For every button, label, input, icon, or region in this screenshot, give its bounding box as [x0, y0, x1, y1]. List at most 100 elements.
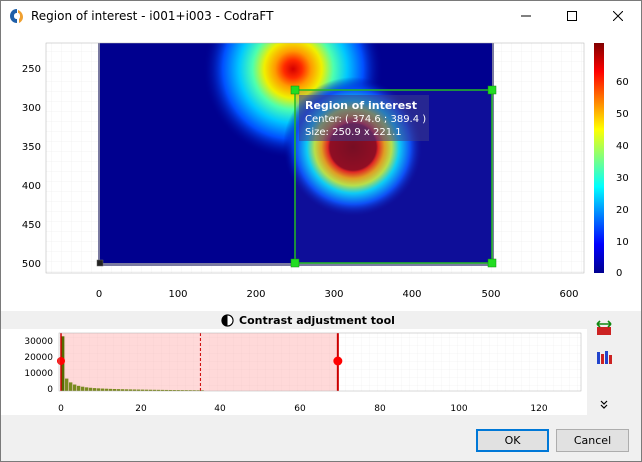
cancel-button[interactable]: Cancel [556, 429, 629, 452]
x-tick-label: 400 [402, 289, 421, 300]
histogram-bar [100, 388, 105, 391]
y-tick-label: 500 [22, 259, 41, 270]
minimize-button[interactable] [503, 1, 549, 31]
roi-handle-top-right[interactable] [487, 85, 497, 95]
roi-handle-top-left[interactable] [290, 85, 300, 95]
colorbar-axis: 0 10 20 30 40 50 60 [616, 77, 629, 279]
histogram-bar [104, 388, 109, 391]
histogram-bar [176, 390, 180, 391]
histogram-area [59, 333, 581, 391]
full-range-icon [597, 351, 612, 364]
histogram-bar [128, 389, 133, 391]
y-tick-label: 400 [22, 181, 41, 192]
histogram-frame [58, 332, 582, 392]
histogram-bar [108, 388, 113, 391]
hist-x-tick-label: 60 [294, 404, 306, 414]
ok-button[interactable]: OK [476, 429, 549, 452]
maximize-button[interactable] [549, 1, 595, 31]
minimize-icon [521, 15, 531, 17]
x-tick-label: 600 [559, 289, 578, 300]
range-max-handle[interactable] [333, 356, 343, 366]
contrast-icon [221, 313, 234, 327]
hist-x-tick-label: 0 [58, 404, 64, 414]
histogram-bar [164, 389, 168, 391]
x-tick-label: 100 [168, 289, 187, 300]
roi-info-label: Region of interest Center: ( 374.6 ; 389… [299, 95, 429, 141]
histogram-bar [192, 390, 196, 391]
histogram-bar [68, 382, 73, 391]
histogram-bar [132, 389, 137, 391]
close-button[interactable] [595, 1, 641, 31]
colorbar-tick-label: 60 [616, 77, 629, 88]
colorbar [594, 43, 604, 273]
histogram-bar [140, 389, 145, 391]
histogram-bar [88, 387, 93, 391]
x-tick-label: 500 [481, 289, 500, 300]
hist-y-tick-label: 30000 [24, 337, 53, 347]
histogram-bar [184, 390, 188, 391]
y-axis: 250 300 350 400 450 500 [22, 64, 41, 270]
colorbar-tick-label: 10 [616, 237, 629, 248]
plot-frame [45, 42, 585, 274]
histogram-bar [188, 390, 192, 391]
colorbar-tick-label: 0 [616, 268, 622, 279]
y-tick-label: 300 [22, 103, 41, 114]
histogram-bar [76, 385, 81, 391]
title-bar[interactable]: Region of interest - i001+i003 - CodraFT [1, 1, 641, 31]
hist-x-tick-label: 20 [135, 404, 147, 414]
window-title: Region of interest - i001+i003 - CodraFT [31, 9, 274, 23]
image-plot[interactable]: Region of interest Center: ( 374.6 ; 389… [1, 31, 641, 311]
histogram-bar [160, 389, 164, 391]
roi-label-center: Center: ( 374.6 ; 389.4 ) [305, 114, 426, 125]
histogram-bar [148, 389, 153, 391]
roi-handle-bottom-right[interactable] [487, 258, 497, 268]
histogram-bar [116, 389, 121, 391]
image-origin-handle[interactable] [96, 259, 104, 267]
y-tick-label: 350 [22, 142, 41, 153]
close-icon [613, 11, 623, 21]
histogram-bar [112, 388, 117, 391]
hist-x-tick-label: 100 [450, 404, 467, 414]
hist-x-tick-label: 80 [374, 404, 386, 414]
histogram-bar [92, 388, 97, 391]
expand-tools-button[interactable] [593, 397, 615, 413]
colorbar-tick-label: 30 [616, 173, 629, 184]
colorbar-tick-label: 20 [616, 205, 629, 216]
histogram-bar [96, 388, 101, 391]
x-tick-label: 0 [96, 289, 102, 300]
x-axis: 0 100 200 300 400 500 600 [96, 289, 579, 300]
roi-handle-bottom-left[interactable] [290, 258, 300, 268]
auto-range-button[interactable] [593, 317, 615, 339]
histogram-bar [64, 378, 69, 391]
histogram-bar [80, 386, 85, 391]
x-tick-label: 300 [324, 289, 343, 300]
y-tick-label: 250 [22, 64, 41, 75]
histogram-bar [172, 390, 176, 391]
roi-label-size: Size: 250.9 x 221.1 [305, 127, 402, 138]
histogram-bar [124, 389, 129, 391]
x-tick-label: 200 [246, 289, 265, 300]
histogram-bar [152, 389, 156, 391]
full-range-button[interactable] [593, 346, 615, 368]
histogram-plot[interactable]: 30000 20000 10000 0 0 20 40 60 80 100 12… [1, 329, 587, 415]
histogram-bar [200, 390, 204, 391]
histogram-bar [168, 389, 172, 391]
histogram-bar [156, 389, 160, 391]
y-tick-label: 450 [22, 220, 41, 231]
hist-x-tick-label: 40 [214, 404, 226, 414]
maximize-icon [567, 11, 577, 21]
auto-range-icon [596, 320, 612, 335]
contrast-range-region[interactable] [61, 333, 338, 391]
histogram-bar [196, 390, 200, 391]
hist-y-tick-label: 20000 [24, 353, 53, 363]
histogram-bar [120, 389, 125, 391]
colorbar-tick-label: 40 [616, 141, 629, 152]
range-min-handle[interactable] [57, 357, 65, 365]
histogram-bar [144, 389, 149, 391]
hist-y-tick-label: 0 [47, 385, 53, 395]
hist-y-tick-label: 10000 [24, 369, 53, 379]
histogram-bar [84, 387, 89, 391]
histogram-bar [180, 390, 184, 391]
contrast-tool-title: Contrast adjustment tool [239, 313, 395, 327]
